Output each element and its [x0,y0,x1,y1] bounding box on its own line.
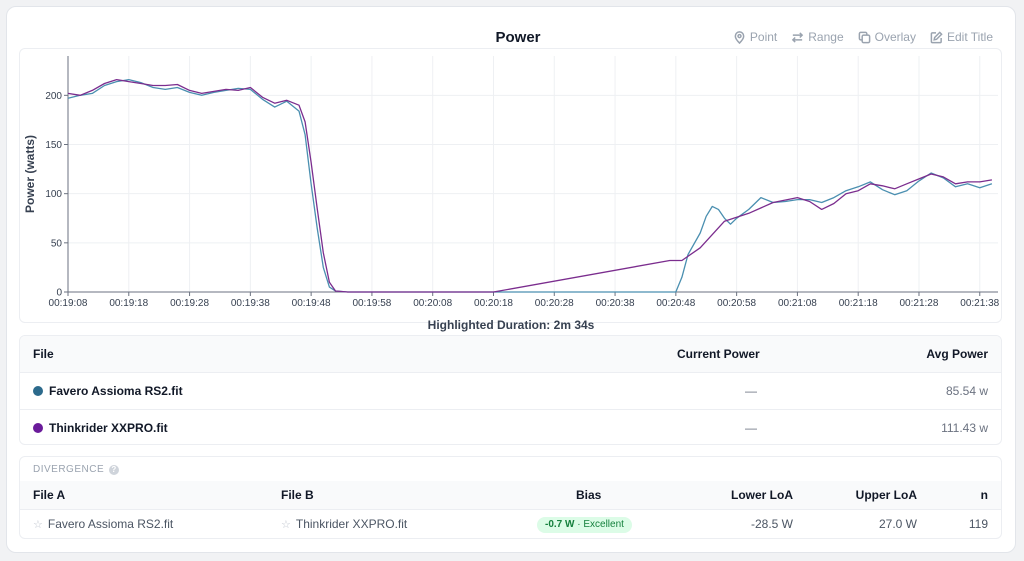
file-column-header: File [33,347,54,361]
edit-title-button[interactable]: Edit Title [930,30,993,44]
x-tick-label: 00:20:18 [474,298,513,309]
x-tick-label: 00:19:38 [231,298,270,309]
n-value: 119 [968,517,988,531]
current-power-value: — [745,384,757,398]
point-tool-label: Point [749,30,778,44]
file-name: Thinkrider XXPRO.fit [49,421,168,435]
range-tool-button[interactable]: Range [791,30,844,44]
file-b-column-header: File B [281,488,314,502]
file-b-name: Thinkrider XXPRO.fit [295,517,408,531]
files-table-header: File Current Power Avg Power [20,336,1001,373]
current-power-value: — [745,421,757,435]
divergence-label-text: DIVERGENCE [33,464,105,475]
x-tick-label: 00:20:58 [717,298,756,309]
x-tick-label: 00:20:48 [656,298,695,309]
file-a-column-header: File A [33,488,66,502]
overlay-tool-label: Overlay [874,30,916,44]
x-tick-label: 00:21:08 [778,298,817,309]
file-cell: Favero Assioma RS2.fit [33,373,183,410]
upper-loa-value: 27.0 W [878,517,917,531]
x-tick-label: 00:21:38 [960,298,999,309]
bias-badge: -0.7 W · Excellent [537,516,632,533]
y-tick-label: 50 [51,238,63,249]
highlighted-duration: Highlighted Duration: 2m 34s [427,318,595,332]
y-tick-label: 0 [56,288,62,299]
series-color-dot [33,423,43,433]
bias-column-header: Bias [576,488,602,502]
power-card: Power Point Range Overlay Edit Title [6,6,1016,553]
chart-title: Power [495,29,541,46]
bias-value: -0.7 W [545,518,575,530]
table-row[interactable]: Favero Assioma RS2.fit — 85.54 w [20,373,1001,410]
table-row[interactable]: ☆ Favero Assioma RS2.fit ☆ Thinkrider XXPR… [20,509,1001,538]
divergence-header-row: File A File B Bias Lower LoA Upper LoA n [20,481,1001,509]
x-tick-label: 00:19:58 [352,298,391,309]
series-line-1 [67,78,993,293]
help-icon[interactable]: ? [109,464,120,475]
file-b-cell: ☆ Thinkrider XXPRO.fit [281,510,407,538]
x-tick-label: 00:19:48 [292,298,331,309]
divergence-section-label: DIVERGENCE ? [33,464,120,475]
overlay-tool-button[interactable]: Overlay [858,30,916,44]
edit-title-label: Edit Title [946,30,993,44]
lower-loa-value: -28.5 W [750,517,793,531]
x-tick-label: 00:21:28 [900,298,939,309]
file-name: Favero Assioma RS2.fit [49,384,183,398]
divergence-table: DIVERGENCE ? File A File B Bias Lower Lo… [19,456,1002,539]
files-table: File Current Power Avg Power Favero Assi… [19,335,1002,445]
x-tick-label: 00:21:18 [839,298,878,309]
y-tick-label: 100 [45,189,62,200]
avg-power-value: 85.54 w [945,384,988,398]
star-icon[interactable]: ☆ [281,519,291,531]
star-icon[interactable]: ☆ [33,519,43,531]
y-axis-label: Power (watts) [23,135,37,213]
copy-icon [858,31,870,43]
chart-toolbar: Point Range Overlay Edit Title [733,30,993,44]
power-line-chart[interactable]: 00:19:08 00:19:18 00:19:28 00:19:38 00:19:48… [19,48,1002,323]
file-a-name: Favero Assioma RS2.fit [47,517,174,531]
current-power-column-header: Current Power [677,347,760,361]
map-pin-icon [734,30,745,44]
series-line-2 [67,78,993,293]
table-row[interactable]: Thinkrider XXPRO.fit — 111.43 w [20,410,1001,444]
y-tick-label: 200 [45,91,62,102]
x-tick-label: 00:19:18 [109,298,148,309]
edit-icon [930,30,943,43]
y-tick-label: 150 [45,140,62,151]
file-a-cell: ☆ Favero Assioma RS2.fit [33,510,173,538]
lower-loa-column-header: Lower LoA [731,488,793,502]
avg-power-value: 111.43 w [941,421,988,435]
file-cell: Thinkrider XXPRO.fit [33,410,168,444]
x-tick-label: 00:20:08 [413,298,452,309]
bias-rating: · Excellent [577,518,624,530]
range-tool-label: Range [808,30,844,44]
bias-cell: -0.7 W · Excellent [537,510,632,538]
x-tick-label: 00:20:28 [535,298,574,309]
x-tick-label: 00:20:38 [596,298,635,309]
avg-power-column-header: Avg Power [926,347,988,361]
n-column-header: n [980,488,988,502]
x-tick-label: 00:19:08 [49,298,88,309]
chart-frame [19,48,1002,323]
series-color-dot [33,386,43,396]
point-tool-button[interactable]: Point [733,30,777,44]
upper-loa-column-header: Upper LoA [855,488,917,502]
x-tick-label: 00:19:28 [170,298,209,309]
arrows-swap-icon [792,31,804,43]
